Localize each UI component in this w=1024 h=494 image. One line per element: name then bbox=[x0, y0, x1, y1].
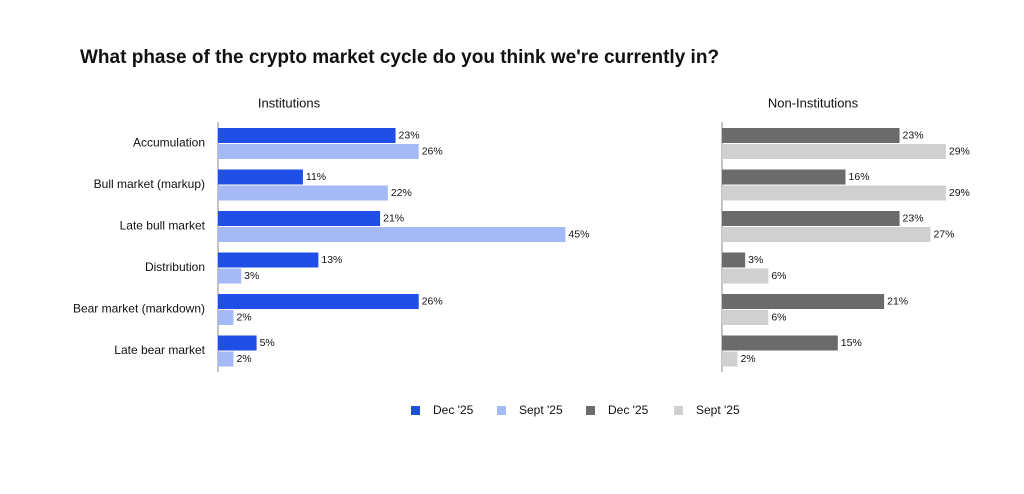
data-label: 23% bbox=[399, 129, 420, 141]
panel-title: Institutions bbox=[258, 95, 321, 110]
data-label: 23% bbox=[903, 129, 924, 141]
bar bbox=[722, 351, 738, 367]
bar bbox=[218, 335, 257, 351]
data-label: 3% bbox=[748, 254, 763, 266]
data-label: 11% bbox=[306, 171, 326, 183]
data-label: 21% bbox=[383, 212, 404, 224]
bar bbox=[218, 351, 234, 367]
legend-label: Sept '25 bbox=[519, 403, 563, 417]
legend-swatch bbox=[674, 406, 683, 415]
bar bbox=[722, 211, 900, 226]
bar bbox=[722, 185, 946, 201]
bar bbox=[722, 294, 885, 309]
data-label: 21% bbox=[887, 295, 908, 307]
category-label: Accumulation bbox=[133, 136, 205, 150]
data-label: 6% bbox=[771, 311, 786, 323]
data-label: 13% bbox=[321, 254, 342, 266]
legend-swatch bbox=[497, 406, 506, 415]
bar bbox=[218, 310, 234, 325]
data-label: 2% bbox=[236, 311, 251, 323]
legend-label: Sept '25 bbox=[696, 403, 740, 417]
legend-swatch bbox=[411, 406, 420, 415]
category-label: Bull market (markup) bbox=[94, 177, 205, 191]
bar bbox=[218, 268, 242, 284]
data-label: 5% bbox=[260, 337, 275, 349]
data-label: 26% bbox=[422, 145, 443, 157]
bar bbox=[722, 268, 769, 284]
bar bbox=[218, 169, 303, 185]
data-label: 45% bbox=[568, 228, 589, 240]
data-label: 15% bbox=[841, 337, 862, 349]
data-label: 3% bbox=[244, 270, 259, 282]
panel-title: Non-Institutions bbox=[768, 95, 859, 110]
legend-label: Dec '25 bbox=[433, 403, 474, 417]
bar bbox=[722, 227, 931, 242]
data-label: 23% bbox=[903, 212, 924, 224]
legend-swatch bbox=[586, 406, 595, 415]
category-label: Bear market (markdown) bbox=[73, 302, 205, 316]
bar bbox=[722, 335, 838, 351]
data-label: 29% bbox=[949, 187, 970, 199]
bar bbox=[218, 211, 381, 226]
bar bbox=[722, 169, 846, 185]
category-label: Distribution bbox=[145, 260, 205, 274]
chart-title: What phase of the crypto market cycle do… bbox=[80, 47, 719, 68]
data-label: 22% bbox=[391, 187, 412, 199]
data-label: 27% bbox=[933, 228, 954, 240]
bar bbox=[722, 252, 746, 268]
category-label: Late bear market bbox=[114, 343, 205, 357]
data-label: 29% bbox=[949, 145, 970, 157]
bar bbox=[218, 128, 396, 143]
category-label: Late bull market bbox=[120, 219, 206, 233]
data-label: 6% bbox=[771, 270, 786, 282]
bar bbox=[218, 144, 419, 159]
bar bbox=[218, 185, 388, 201]
bar bbox=[722, 144, 946, 159]
data-label: 2% bbox=[740, 353, 755, 365]
bar bbox=[218, 252, 319, 268]
data-label: 26% bbox=[422, 295, 443, 307]
data-label: 16% bbox=[849, 171, 870, 183]
bar bbox=[722, 310, 769, 325]
bar bbox=[722, 128, 900, 143]
legend-label: Dec '25 bbox=[608, 403, 649, 417]
data-label: 2% bbox=[236, 353, 251, 365]
bar bbox=[218, 227, 566, 242]
bar bbox=[218, 294, 419, 309]
